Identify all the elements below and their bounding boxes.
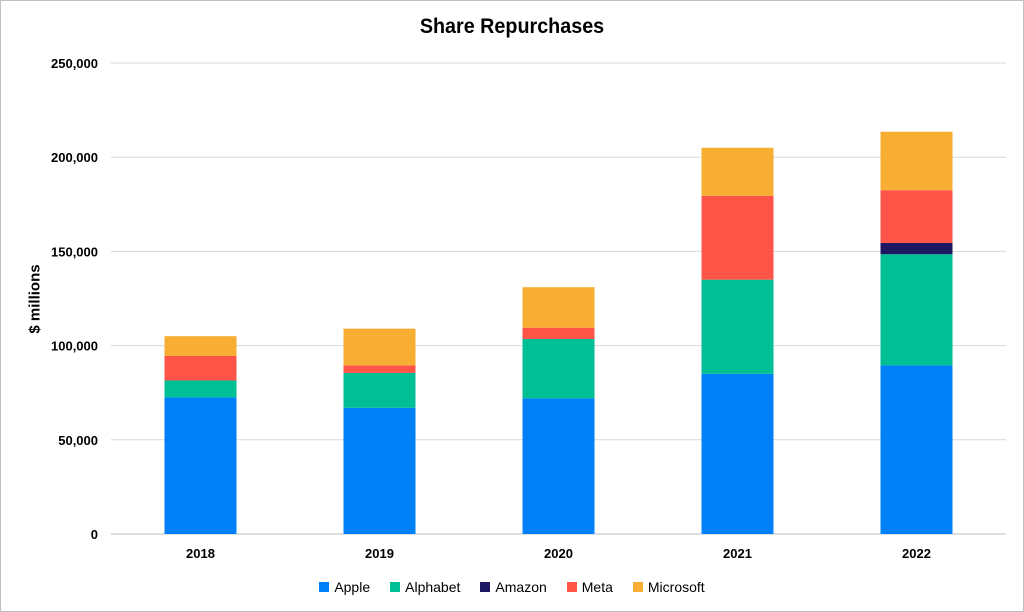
legend-swatch (632, 582, 643, 592)
bar-segment-apple-2018 (164, 397, 237, 534)
bar-segment-alphabet-2022 (880, 254, 953, 366)
legend-item-meta: Meta (566, 579, 613, 595)
bar-segment-microsoft-2020 (522, 287, 595, 328)
legend-label: Alphabet (405, 579, 461, 595)
legend-swatch (390, 582, 401, 592)
bar-segment-apple-2022 (880, 365, 953, 534)
bar-segment-meta-2018 (164, 355, 237, 381)
legend-swatch (480, 582, 491, 592)
chart-title: Share Repurchases (419, 15, 605, 38)
y-tick-label: 100,000 (51, 339, 98, 354)
legend-item-amazon: Amazon (480, 579, 547, 595)
legend-label: Amazon (495, 579, 547, 595)
bar-segment-meta-2019 (343, 365, 416, 373)
y-tick-label: 50,000 (58, 433, 98, 448)
bar-segment-meta-2021 (701, 195, 774, 280)
plot-area: 0 50,000 100,000 150,000 200,000 250,000 2018 2… (51, 56, 1006, 561)
x-tick-label: 2020 (544, 546, 573, 561)
bar-segment-apple-2020 (522, 398, 595, 534)
legend-label: Microsoft (647, 579, 705, 595)
legend-item-microsoft: Microsoft (632, 579, 705, 595)
legend-label: Meta (581, 579, 613, 595)
x-tick-label: 2021 (723, 546, 752, 561)
bar-segment-apple-2019 (343, 407, 416, 534)
y-tick-label: 200,000 (51, 150, 98, 165)
bar-segment-alphabet-2021 (701, 279, 774, 374)
y-tick-label: 0 (91, 527, 98, 542)
bar-segment-alphabet-2020 (522, 339, 595, 399)
bar-segment-meta-2020 (522, 327, 595, 340)
bar-segment-microsoft-2022 (880, 131, 953, 191)
y-tick-label: 250,000 (51, 56, 98, 71)
bar-segment-alphabet-2018 (164, 380, 237, 398)
bar-segment-amazon-2022 (880, 242, 953, 255)
y-tick-label: 150,000 (51, 244, 98, 259)
legend-item-alphabet: Alphabet (390, 579, 460, 595)
bar-segment-microsoft-2019 (343, 328, 416, 366)
legend: Apple Alphabet Amazon Meta Microsoft (1, 579, 1023, 595)
legend-swatch (566, 582, 577, 592)
x-tick-label: 2019 (365, 546, 394, 561)
legend-label: Apple (334, 579, 371, 595)
bar-segment-apple-2021 (701, 373, 774, 534)
legend-item-apple: Apple (319, 579, 370, 595)
bar-segment-alphabet-2019 (343, 372, 416, 408)
bar-segment-microsoft-2021 (701, 147, 774, 196)
legend-swatch (319, 582, 330, 592)
bar-segment-microsoft-2018 (164, 336, 237, 356)
bar-segment-meta-2022 (880, 190, 953, 243)
x-tick-label: 2018 (186, 546, 215, 561)
x-tick-label: 2022 (902, 546, 931, 561)
